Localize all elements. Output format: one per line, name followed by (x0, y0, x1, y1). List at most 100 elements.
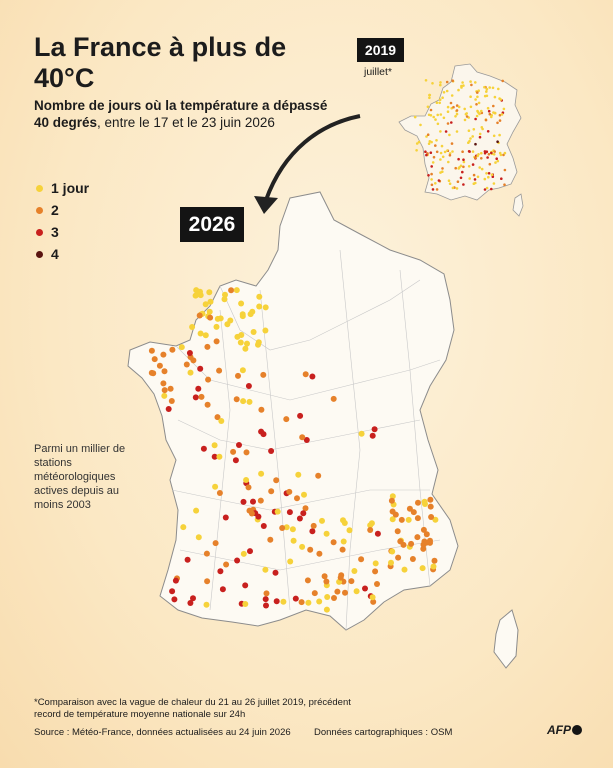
station-dot (455, 130, 459, 133)
station-dot (414, 515, 421, 522)
station-dot (242, 582, 249, 589)
station-dot (309, 528, 316, 535)
station-dot (456, 180, 460, 183)
station-dot (217, 315, 224, 322)
station-dot (461, 170, 464, 174)
station-dot (438, 101, 441, 105)
station-dot (330, 539, 337, 546)
station-dot (346, 527, 353, 534)
station-dot (235, 372, 241, 379)
station-dot (200, 445, 207, 452)
station-dot (468, 139, 471, 143)
station-dot (204, 401, 211, 408)
station-dot (460, 86, 463, 89)
station-dot (501, 79, 504, 83)
station-dot (431, 82, 434, 85)
station-dot (471, 163, 475, 166)
station-dot (486, 156, 489, 159)
afp-logo: AFP (547, 723, 582, 737)
station-dot (498, 119, 502, 122)
station-dot (368, 520, 375, 527)
station-dot (495, 157, 498, 160)
subtitle-rest: , entre le 17 et le 23 juin 2026 (97, 115, 275, 130)
station-dot (432, 516, 439, 523)
station-dot (401, 566, 408, 573)
station-dot (487, 175, 490, 179)
station-dot (148, 347, 155, 354)
station-dot (330, 395, 337, 402)
station-dot (472, 128, 476, 131)
station-dot (222, 291, 228, 298)
station-dot (192, 394, 199, 401)
station-dot (279, 525, 286, 531)
station-dot (423, 531, 430, 538)
station-dot (250, 329, 257, 335)
station-dot (427, 113, 431, 117)
station-dot (389, 548, 396, 555)
station-dot (477, 89, 480, 92)
station-dot (222, 514, 229, 521)
station-dot (443, 150, 447, 154)
station-dot (187, 600, 194, 606)
station-dot (428, 140, 432, 143)
station-dot (490, 187, 493, 191)
station-dot (483, 94, 487, 98)
station-dot (430, 183, 434, 187)
station-dot (243, 449, 250, 456)
station-dot (272, 569, 279, 576)
station-dot (262, 304, 269, 311)
page-title: La France à plus de 40°C (34, 32, 287, 93)
station-dot (448, 154, 452, 157)
station-dot (260, 431, 267, 438)
station-dot (452, 105, 455, 109)
station-dot (353, 588, 360, 595)
station-dot (496, 159, 500, 163)
station-dot (459, 164, 463, 168)
station-dot (462, 84, 465, 87)
station-dot (415, 142, 419, 145)
station-dot (427, 503, 434, 510)
station-dot (217, 568, 224, 575)
station-dot (427, 142, 431, 145)
station-dot (372, 568, 379, 575)
station-dot (430, 563, 437, 570)
station-dot (299, 543, 306, 550)
station-dot (435, 150, 439, 154)
station-dot (431, 557, 438, 564)
side-note: Parmi un millier de stations météorologi… (34, 443, 126, 511)
station-dot (151, 356, 158, 363)
station-dot (496, 121, 499, 125)
station-dot (485, 186, 489, 190)
station-dot (219, 586, 226, 593)
station-dot (323, 578, 330, 585)
station-dot (230, 448, 237, 455)
station-dot (286, 509, 293, 516)
station-dot (239, 367, 246, 374)
station-dot (165, 406, 172, 412)
station-dot (311, 590, 318, 597)
station-dot (246, 398, 253, 405)
station-dot (255, 339, 262, 346)
afp-logo-text: AFP (547, 723, 571, 737)
inset-france-outline (398, 63, 522, 201)
station-dot (242, 345, 249, 352)
station-dot (398, 516, 405, 523)
station-dot (465, 115, 469, 118)
station-dot (211, 453, 218, 460)
station-dot (503, 168, 507, 172)
station-dot (248, 510, 255, 517)
station-dot (258, 470, 265, 477)
station-dot (451, 79, 454, 82)
station-dot (483, 151, 487, 155)
station-dot (224, 321, 231, 328)
station-dot (257, 497, 264, 504)
station-dot (214, 414, 221, 421)
legend-label: 4 (51, 246, 59, 262)
station-dot (405, 516, 412, 523)
subtitle: Nombre de jours où la température a dépa… (34, 97, 334, 131)
station-dot (450, 121, 453, 124)
station-dot (469, 137, 472, 140)
station-dot (244, 340, 250, 347)
station-dot (202, 332, 209, 339)
station-dot (451, 186, 455, 190)
